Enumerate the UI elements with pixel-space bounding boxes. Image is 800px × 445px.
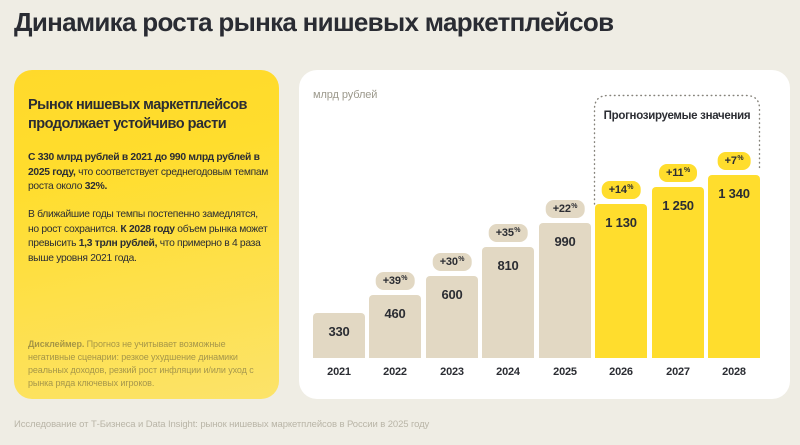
bar-value-2024: 810 — [497, 258, 519, 273]
summary-paragraph-growth: С 330 млрд рублей в 2021 до 990 млрд руб… — [28, 152, 269, 193]
summary-paragraph-forecast: В ближайшие годы темпы постепенно замедл… — [28, 209, 268, 264]
page-title: Динамика роста рынка нишевых маркетплейс… — [14, 7, 614, 37]
growth-badge-2027: +11% — [659, 164, 697, 182]
percent-sign: % — [514, 227, 521, 234]
bar-2026: 1 130 — [595, 204, 647, 358]
bar-2023: 600 — [426, 276, 478, 358]
year-label-2028: 2028 — [722, 366, 746, 378]
source-note: Исследование от Т-Бизнеса и Data Insight… — [14, 419, 430, 430]
forecast-region-outline — [593, 94, 761, 205]
bar-2024: 810 — [482, 247, 534, 358]
percent-sign: % — [571, 203, 578, 210]
year-label-2022: 2022 — [383, 366, 407, 378]
growth-badge-2022: +39% — [375, 272, 415, 290]
growth-badge-2026: +14% — [601, 181, 641, 199]
year-label-2025: 2025 — [553, 366, 577, 378]
bar-2025: 990 — [539, 223, 591, 358]
percent-sign: % — [683, 167, 690, 174]
bar-value-2023: 600 — [441, 287, 463, 302]
summary-card: Рынок нишевых маркетплейсов продолжает у… — [14, 70, 279, 399]
disclaimer-note: Дисклеймер. Прогноз не учитывает возможн… — [28, 338, 254, 388]
bar-value-2027: 1 250 — [662, 198, 694, 213]
bar-2028: 1 340 — [708, 175, 760, 358]
growth-value: +30 — [439, 256, 458, 268]
growth-value: +14 — [608, 184, 627, 196]
percent-sign: % — [458, 256, 465, 263]
growth-badge-2023: +30% — [432, 253, 472, 271]
year-label-2026: 2026 — [609, 366, 633, 378]
growth-badge-2028: +7% — [717, 152, 751, 170]
y-axis-unit-label: млрд рублей — [313, 89, 378, 101]
bar-chart-plot: 330 460 +39% 600 +30% 810 +35% 990 +22% 1 130 +14%… — [299, 70, 790, 358]
percent-sign: % — [737, 155, 744, 162]
growth-badge-2025: +22% — [545, 200, 585, 218]
percent-sign: % — [627, 184, 634, 191]
forecast-region-label: Прогнозируемые значения — [603, 110, 751, 122]
growth-badge-2024: +35% — [488, 224, 528, 242]
bar-value-2022: 460 — [384, 306, 406, 321]
year-label-2027: 2027 — [666, 366, 690, 378]
bar-value-2021: 330 — [328, 324, 350, 339]
chart-card: млрд рублей Прогнозируемые значения 330 4… — [299, 70, 790, 399]
summary-heading: Рынок нишевых маркетплейсов продолжает у… — [28, 97, 247, 133]
year-label-2024: 2024 — [496, 366, 520, 378]
growth-value: +39 — [382, 275, 401, 287]
bar-value-2026: 1 130 — [605, 215, 637, 230]
bar-2022: 460 — [369, 295, 421, 358]
percent-sign: % — [401, 275, 408, 282]
bar-2027: 1 250 — [652, 187, 704, 358]
bar-value-2025: 990 — [554, 234, 576, 249]
year-label-2023: 2023 — [440, 366, 464, 378]
growth-value: +35 — [495, 227, 514, 239]
year-label-2021: 2021 — [327, 366, 351, 378]
bar-value-2028: 1 340 — [718, 186, 750, 201]
bar-2021: 330 — [313, 313, 365, 358]
growth-value: +7 — [724, 155, 737, 167]
growth-value: +11 — [666, 167, 684, 179]
growth-value: +22 — [552, 203, 571, 215]
